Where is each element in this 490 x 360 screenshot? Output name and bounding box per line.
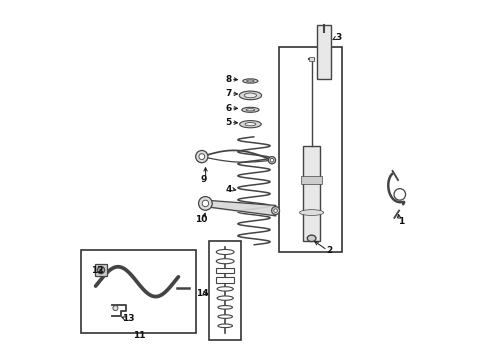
Ellipse shape bbox=[217, 287, 233, 291]
Ellipse shape bbox=[218, 315, 232, 318]
Circle shape bbox=[113, 306, 118, 311]
Bar bbox=[279, 47, 342, 252]
Ellipse shape bbox=[218, 306, 232, 309]
Ellipse shape bbox=[244, 93, 257, 98]
Circle shape bbox=[270, 158, 274, 162]
Text: 3: 3 bbox=[336, 33, 342, 42]
Circle shape bbox=[198, 197, 212, 210]
Text: 5: 5 bbox=[226, 118, 232, 127]
Bar bbox=[301, 176, 322, 184]
Text: 4: 4 bbox=[225, 184, 232, 194]
Bar bbox=[309, 57, 314, 61]
Text: 11: 11 bbox=[133, 331, 145, 340]
Text: 10: 10 bbox=[195, 215, 207, 224]
Ellipse shape bbox=[242, 107, 259, 112]
Circle shape bbox=[98, 266, 104, 274]
Circle shape bbox=[269, 157, 275, 164]
Ellipse shape bbox=[246, 109, 255, 111]
Bar bbox=[209, 241, 242, 340]
Circle shape bbox=[274, 209, 277, 212]
Text: 6: 6 bbox=[226, 104, 232, 112]
Ellipse shape bbox=[240, 121, 261, 128]
Ellipse shape bbox=[216, 249, 234, 255]
Bar bbox=[95, 264, 107, 276]
Ellipse shape bbox=[246, 80, 254, 82]
Ellipse shape bbox=[307, 235, 316, 242]
Text: 9: 9 bbox=[200, 175, 207, 184]
Text: 8: 8 bbox=[226, 75, 232, 84]
Ellipse shape bbox=[243, 79, 258, 83]
Ellipse shape bbox=[239, 91, 262, 100]
Circle shape bbox=[271, 207, 280, 215]
Ellipse shape bbox=[218, 324, 232, 328]
Text: 7: 7 bbox=[225, 89, 232, 98]
Circle shape bbox=[196, 150, 208, 163]
Bar bbox=[216, 267, 234, 273]
Bar bbox=[81, 250, 196, 333]
Text: 13: 13 bbox=[122, 314, 134, 323]
Bar bbox=[318, 25, 331, 79]
Circle shape bbox=[199, 154, 205, 159]
Text: 14: 14 bbox=[196, 289, 209, 298]
Text: 2: 2 bbox=[326, 246, 333, 255]
Ellipse shape bbox=[217, 296, 233, 300]
Ellipse shape bbox=[245, 122, 256, 126]
Ellipse shape bbox=[299, 210, 324, 215]
Text: 12: 12 bbox=[91, 266, 104, 275]
Bar bbox=[216, 277, 234, 283]
Text: 1: 1 bbox=[398, 217, 405, 226]
Ellipse shape bbox=[216, 259, 234, 264]
Circle shape bbox=[202, 200, 209, 207]
Bar bbox=[303, 146, 320, 241]
Circle shape bbox=[394, 189, 406, 200]
